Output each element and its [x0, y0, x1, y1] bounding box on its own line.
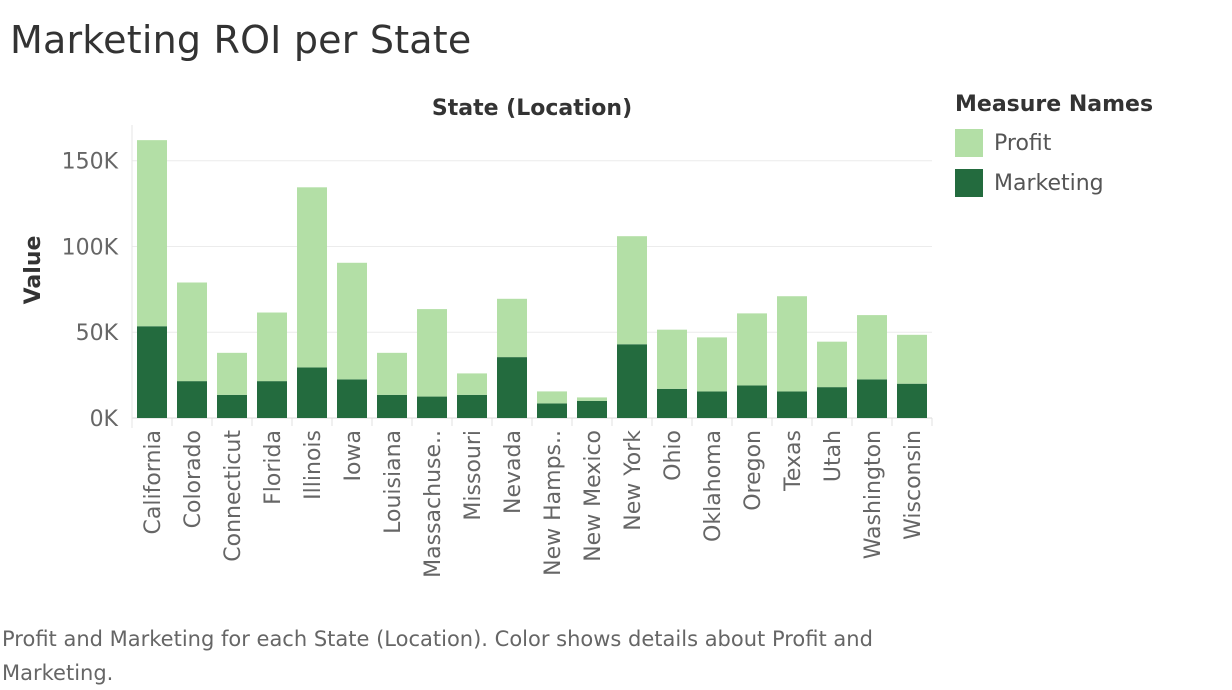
chart-title: State (Location)	[432, 96, 632, 121]
bar-marketing[interactable]	[897, 383, 927, 418]
bar-profit[interactable]	[217, 352, 247, 395]
gridlines	[131, 125, 932, 428]
bar-profit[interactable]	[857, 315, 887, 380]
bar-marketing[interactable]	[457, 394, 487, 418]
legend-title: Measure Names	[955, 92, 1154, 117]
x-tick-label: Illinois	[301, 430, 326, 500]
bar-marketing[interactable]	[537, 403, 567, 418]
bar-marketing[interactable]	[297, 367, 327, 418]
bar-profit[interactable]	[657, 329, 687, 389]
bar-marketing[interactable]	[137, 326, 167, 418]
chart-caption: Profit and Marketing for each State (Loc…	[2, 627, 873, 685]
y-tick-label: 0K	[90, 407, 119, 432]
bar-profit[interactable]	[777, 296, 807, 392]
x-tick-label: Massachuse..	[421, 430, 446, 578]
bar-profit[interactable]	[257, 312, 287, 382]
legend-swatch-marketing	[955, 169, 983, 197]
bar-profit[interactable]	[457, 373, 487, 395]
bar-profit[interactable]	[497, 298, 527, 358]
bar-profit[interactable]	[737, 313, 767, 386]
legend-label-marketing: Marketing	[994, 170, 1104, 196]
bar-profit[interactable]	[817, 341, 847, 388]
bar-marketing[interactable]	[777, 391, 807, 418]
bar-profit[interactable]	[377, 352, 407, 395]
bar-marketing[interactable]	[417, 396, 447, 418]
x-tick-label: Utah	[821, 430, 846, 482]
legend-item-profit[interactable]: Profit	[955, 129, 1153, 157]
y-axis-ticks: 0K 50K 100K 150K	[62, 150, 119, 432]
bar-profit[interactable]	[617, 236, 647, 345]
bar-profit[interactable]	[297, 187, 327, 368]
bar-profit[interactable]	[177, 282, 207, 382]
bar-marketing[interactable]	[217, 394, 247, 418]
bar-profit[interactable]	[137, 140, 167, 327]
bar-marketing[interactable]	[857, 379, 887, 418]
bar-marketing[interactable]	[617, 344, 647, 418]
x-tick-label: New Mexico	[581, 430, 606, 562]
y-axis-label: Value	[21, 236, 46, 305]
bar-marketing[interactable]	[697, 391, 727, 418]
x-tick-label: Oregon	[741, 430, 766, 511]
bar-marketing[interactable]	[577, 400, 607, 418]
bar-marketing[interactable]	[257, 381, 287, 418]
x-tick-label: Missouri	[461, 430, 486, 521]
legend-swatch-profit	[955, 129, 983, 157]
bar-marketing[interactable]	[177, 381, 207, 418]
x-tick-label: New Hamps..	[541, 430, 566, 576]
x-tick-label: Colorado	[181, 430, 206, 528]
y-tick-label: 50K	[76, 321, 119, 346]
bar-marketing[interactable]	[337, 379, 367, 418]
x-tick-label: Florida	[261, 430, 286, 505]
stacked-bar-chart: State (Location) Value 0K 50K 100K 150K Cal…	[21, 96, 933, 578]
bar-profit[interactable]	[577, 397, 607, 401]
bar-profit[interactable]	[537, 391, 567, 404]
bar-profit[interactable]	[337, 262, 367, 380]
legend-item-marketing[interactable]: Marketing	[955, 169, 1153, 197]
x-tick-label: California	[141, 430, 166, 534]
bar-marketing[interactable]	[737, 385, 767, 418]
bar-marketing[interactable]	[497, 357, 527, 418]
x-tick-label: Wisconsin	[901, 430, 926, 540]
legend: Measure Names Profit Marketing	[955, 92, 1153, 197]
bars	[137, 140, 927, 418]
x-tick-label: Iowa	[341, 430, 366, 481]
x-tick-label: Connecticut	[221, 430, 246, 562]
x-tick-label: Washington	[861, 430, 886, 559]
bar-marketing[interactable]	[817, 387, 847, 418]
bar-marketing[interactable]	[377, 394, 407, 418]
x-tick-label: Ohio	[661, 430, 686, 481]
x-tick-label: Texas	[781, 430, 806, 492]
y-tick-label: 100K	[62, 235, 119, 260]
x-tick-label: Oklahoma	[701, 430, 726, 542]
legend-label-profit: Profit	[994, 130, 1052, 156]
bar-profit[interactable]	[697, 337, 727, 392]
x-tick-label: Nevada	[501, 430, 526, 514]
bar-profit[interactable]	[417, 309, 447, 397]
x-axis-ticks: California Colorado Connecticut Florida Illi…	[141, 418, 933, 578]
page-title: Marketing ROI per State	[10, 18, 472, 62]
bar-profit[interactable]	[897, 334, 927, 384]
x-tick-label: New York	[621, 430, 646, 531]
y-tick-label: 150K	[62, 150, 119, 175]
bar-marketing[interactable]	[657, 388, 687, 418]
x-tick-label: Louisiana	[381, 430, 406, 534]
